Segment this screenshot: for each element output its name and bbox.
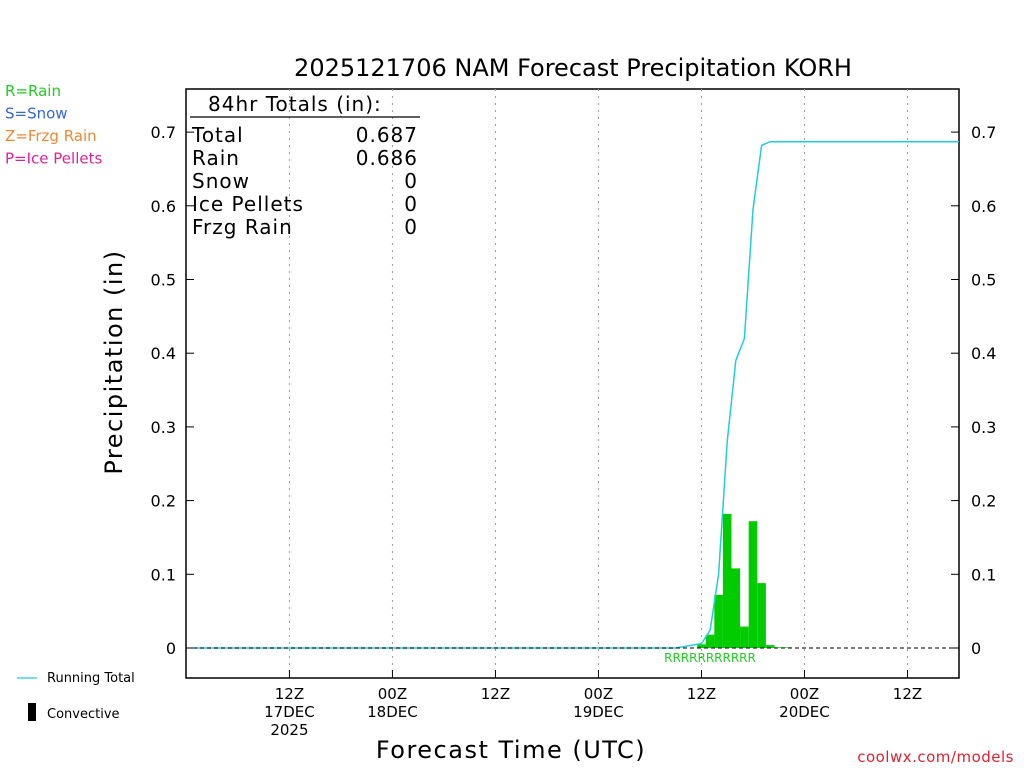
totals-row-value: 0.687 bbox=[356, 123, 418, 147]
totals-row-label: Snow bbox=[192, 169, 250, 193]
y-tick-label-left: 0.7 bbox=[151, 123, 176, 142]
x-axis-label: Forecast Time (UTC) bbox=[376, 736, 646, 764]
y-tick-label-left: 0.5 bbox=[151, 271, 176, 290]
y-axis-label: Precipitation (in) bbox=[100, 249, 128, 474]
rain-bars bbox=[697, 513, 792, 648]
totals-row-label: Frzg Rain bbox=[192, 215, 293, 239]
totals-row-label: Total bbox=[191, 123, 244, 147]
running-total-polyline bbox=[195, 140, 959, 649]
totals-row-value: 0 bbox=[404, 169, 418, 193]
legend-entry: R=Rain bbox=[5, 82, 61, 100]
x-tick-label: 19DEC bbox=[573, 703, 624, 721]
totals-row-label: Rain bbox=[192, 146, 240, 170]
plot-area bbox=[185, 88, 960, 679]
rain-bar bbox=[697, 644, 706, 648]
legend-entry: S=Snow bbox=[5, 105, 68, 123]
x-tick-label: 00Z bbox=[584, 685, 613, 703]
y-tick-label-left: 0.4 bbox=[151, 344, 176, 363]
totals-box: 84hr Totals (in): Total 0.687 Rain 0.686 Sno… bbox=[190, 92, 420, 239]
totals-row-value: 0 bbox=[404, 192, 418, 216]
x-tick-label: 12Z bbox=[893, 685, 922, 703]
rain-bar bbox=[731, 568, 741, 648]
y-tick-label-left: 0.1 bbox=[151, 565, 176, 584]
x-tick-label: 00Z bbox=[790, 685, 819, 703]
y-tick-label-right: 0.3 bbox=[971, 418, 996, 437]
running-total-line bbox=[195, 140, 959, 649]
y-tick-label-right: 0.6 bbox=[971, 197, 996, 216]
x-tick-label: 12Z bbox=[687, 685, 716, 703]
grid-lines bbox=[288, 89, 908, 678]
y-tick-label-left: 0 bbox=[166, 639, 176, 658]
rain-bar bbox=[765, 645, 775, 648]
legend-entry: Z=Frzg Rain bbox=[5, 127, 97, 145]
y-tick-label-left: 0.2 bbox=[151, 492, 176, 511]
y-tick-label-right: 0 bbox=[971, 639, 981, 658]
y-tick-label-right: 0.2 bbox=[971, 492, 996, 511]
y-tick-label-right: 0.4 bbox=[971, 344, 996, 363]
precip-type-marks: RRRRRRRRRRR bbox=[664, 651, 756, 665]
x-tick-label: 12Z bbox=[481, 685, 510, 703]
x-tick-label: 00Z bbox=[378, 685, 407, 703]
y-tick-label-left: 0.6 bbox=[151, 197, 176, 216]
rain-bar bbox=[774, 647, 783, 648]
legend-entry: P=Ice Pellets bbox=[5, 150, 102, 168]
x-tick-label: 2025 bbox=[270, 721, 308, 739]
x-tick-label: 18DEC bbox=[367, 703, 418, 721]
credit-text: coolwx.com/models bbox=[857, 748, 1014, 766]
y-tick-label-right: 0.1 bbox=[971, 565, 996, 584]
totals-row-value: 0 bbox=[404, 215, 418, 239]
precip-type-legend: R=Rain S=Snow Z=Frzg Rain P=Ice Pellets bbox=[5, 82, 102, 168]
totals-row-value: 0.686 bbox=[356, 146, 418, 170]
totals-heading: 84hr Totals (in): bbox=[208, 92, 382, 116]
rain-bar bbox=[714, 594, 723, 648]
rain-bar bbox=[757, 583, 766, 648]
rain-bar bbox=[740, 626, 749, 648]
x-tick-label: 17DEC bbox=[264, 703, 315, 721]
y-tick-label-left: 0.3 bbox=[151, 418, 176, 437]
x-tick-label: 20DEC bbox=[779, 703, 830, 721]
y-tick-label-right: 0.5 bbox=[971, 271, 996, 290]
series-legend-label: Convective bbox=[47, 707, 120, 722]
totals-row-label: Ice Pellets bbox=[192, 192, 304, 216]
x-tick-label: 12Z bbox=[275, 685, 304, 703]
rain-bar bbox=[722, 513, 732, 648]
series-legend: Running Total Convective bbox=[17, 671, 135, 722]
series-legend-label: Running Total bbox=[47, 671, 135, 686]
rain-bar bbox=[783, 647, 792, 648]
chart-title: 2025121706 NAM Forecast Precipitation KO… bbox=[294, 54, 852, 82]
y-tick-label-right: 0.7 bbox=[971, 123, 996, 142]
y-axis-ticks: 0 00.1 0.10.2 0.20.3 0.30.4 0.40.5 0.50.6 0.60.… bbox=[151, 123, 997, 658]
rain-bar bbox=[705, 634, 715, 648]
convective-legend-swatch bbox=[28, 703, 36, 721]
rain-bar bbox=[748, 521, 758, 648]
